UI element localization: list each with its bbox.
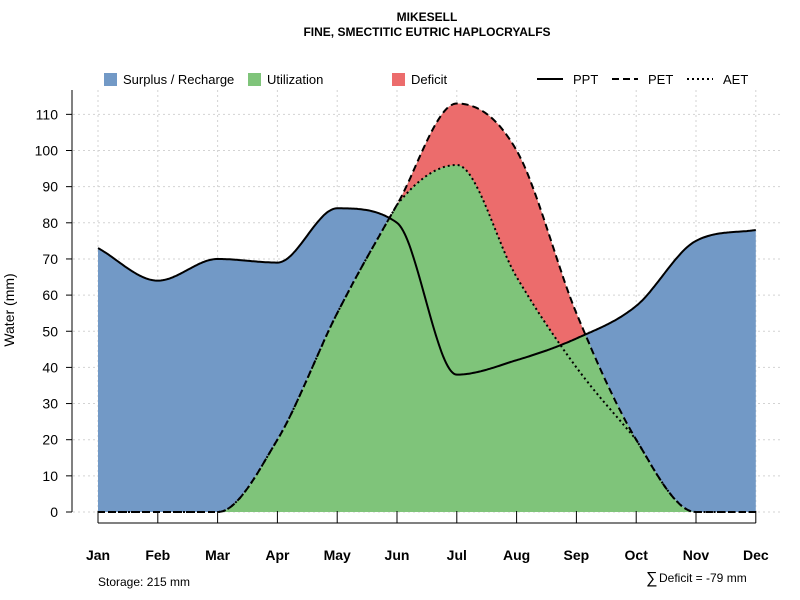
series-line-ppt xyxy=(97,207,756,376)
legend-label: PET xyxy=(648,72,673,87)
series-line-aet xyxy=(98,164,756,513)
legend-label: PPT xyxy=(573,72,598,87)
chart-title: MIKESELL xyxy=(397,10,458,24)
x-tick-label: Aug xyxy=(503,547,530,563)
legend-label: Surplus / Recharge xyxy=(123,72,234,87)
x-tick-label: Apr xyxy=(265,547,290,563)
y-axis-label: Water (mm) xyxy=(1,273,17,346)
x-tick-label: Dec xyxy=(743,547,769,563)
legend-swatch xyxy=(248,73,261,86)
axes: 0 10 20 30 40 50 60 70 80 90 100 110 Jan Feb Mar Apr May… xyxy=(35,90,769,563)
sum-symbol: ∑ xyxy=(646,570,657,587)
x-tick-label: Jun xyxy=(385,547,410,563)
legend-label: AET xyxy=(723,72,748,87)
x-tick-label: Mar xyxy=(205,547,230,563)
y-tick-label: 100 xyxy=(35,143,59,159)
chart-subtitle: FINE, SMECTITIC EUTRIC HAPLOCRYALFS xyxy=(303,25,550,39)
y-tick-label: 110 xyxy=(36,106,59,122)
legend-label: Deficit xyxy=(411,72,448,87)
y-tick-label: 60 xyxy=(42,287,58,303)
y-tick-label: 10 xyxy=(42,468,58,484)
y-tick-label: 90 xyxy=(42,179,58,195)
x-tick-label: May xyxy=(324,547,351,563)
x-tick-label: Feb xyxy=(145,547,170,563)
y-tick-label: 40 xyxy=(42,359,58,375)
x-tick-label: Oct xyxy=(625,547,649,563)
legend-label: Utilization xyxy=(267,72,323,87)
x-tick-label: Sep xyxy=(564,547,590,563)
deficit-note: Deficit = -79 mm xyxy=(659,571,747,585)
storage-note: Storage: 215 mm xyxy=(98,575,190,589)
lines xyxy=(97,102,756,513)
y-tick-label: 30 xyxy=(42,396,58,412)
y-tick-label: 0 xyxy=(50,504,58,520)
y-tick-label: 20 xyxy=(42,432,58,448)
legend-swatch xyxy=(392,73,405,86)
x-tick-label: Jan xyxy=(86,547,110,563)
legend-swatch xyxy=(104,73,117,86)
x-tick-label: Nov xyxy=(683,547,710,563)
y-tick-label: 50 xyxy=(42,323,58,339)
legend: Surplus / Recharge Utilization Deficit PPT P… xyxy=(104,72,748,87)
surplus-area xyxy=(98,103,756,512)
x-tick-label: Jul xyxy=(447,547,467,563)
y-tick-label: 70 xyxy=(42,251,58,267)
y-tick-label: 80 xyxy=(42,215,58,231)
